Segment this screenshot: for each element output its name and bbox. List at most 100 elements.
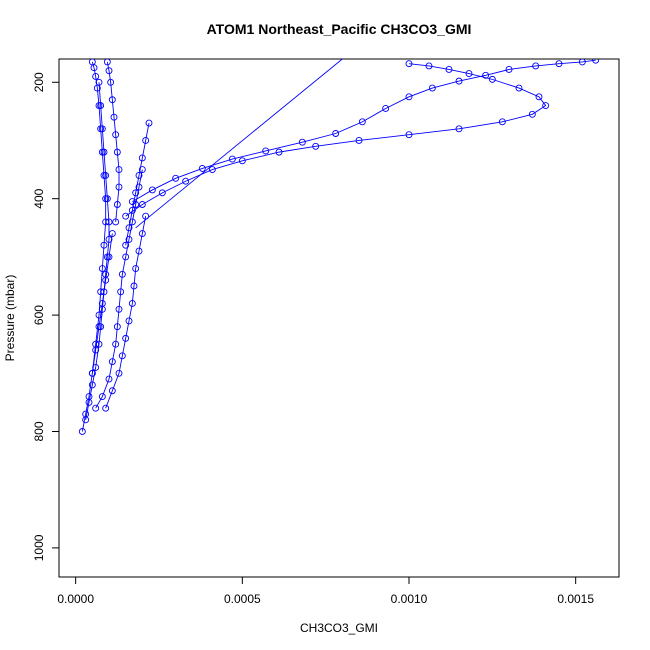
data-point xyxy=(122,212,130,220)
data-point xyxy=(135,247,143,255)
data-point xyxy=(78,428,86,435)
data-point xyxy=(382,105,390,112)
x-axis: 0.0000 0.0005 0.0010 0.0015 xyxy=(57,577,594,606)
data-point xyxy=(405,60,413,68)
data-point xyxy=(532,62,540,70)
data-point xyxy=(100,171,108,179)
data-point xyxy=(122,241,130,249)
data-point xyxy=(98,148,106,156)
data-point xyxy=(105,235,113,243)
series-line xyxy=(85,82,110,420)
data-point xyxy=(103,59,111,66)
data-point xyxy=(115,183,123,191)
data-point xyxy=(428,84,436,92)
data-point xyxy=(122,253,130,261)
data-point xyxy=(425,62,433,70)
data-point xyxy=(88,59,96,66)
data-point xyxy=(528,110,536,118)
data-point xyxy=(488,75,496,83)
data-point xyxy=(172,174,180,182)
data-point xyxy=(128,299,136,307)
data-point xyxy=(98,393,106,401)
x-tick-label: 0.0010 xyxy=(391,592,428,606)
data-point xyxy=(138,201,146,208)
y-axis-label: Pressure (mbar) xyxy=(3,275,17,362)
data-point xyxy=(108,96,116,104)
data-point xyxy=(92,340,100,348)
series-line xyxy=(132,59,596,202)
data-point xyxy=(445,66,453,73)
chart-title: ATOM1 Northeast_Pacific CH3CO3_GMI xyxy=(207,21,472,37)
data-point xyxy=(107,78,115,86)
data-point xyxy=(113,148,121,156)
data-point xyxy=(405,131,413,139)
data-point xyxy=(117,288,125,296)
data-point xyxy=(515,84,523,92)
series-line xyxy=(106,61,120,223)
data-point xyxy=(578,59,586,66)
data-point xyxy=(332,130,340,137)
data-point xyxy=(98,265,106,272)
data-point xyxy=(97,125,105,133)
data-point xyxy=(208,166,216,174)
data-point xyxy=(145,119,153,127)
data-point xyxy=(455,125,463,133)
data-point xyxy=(158,189,166,197)
data-point xyxy=(115,305,123,313)
x-axis-label: CH3CO3_GMI xyxy=(300,621,378,635)
data-point xyxy=(105,67,113,75)
data-point xyxy=(238,157,246,165)
data-point xyxy=(125,235,133,243)
data-point xyxy=(542,102,550,110)
data-point xyxy=(118,270,126,278)
data-point xyxy=(88,381,96,389)
data-point xyxy=(128,218,136,226)
data-point xyxy=(262,147,270,155)
data-point xyxy=(138,166,146,174)
data-point xyxy=(135,171,143,179)
data-point xyxy=(198,164,206,172)
data-point xyxy=(118,352,126,360)
data-point xyxy=(555,60,563,68)
data-point xyxy=(102,195,110,203)
data-point xyxy=(113,201,121,208)
data-point xyxy=(482,71,490,79)
data-point xyxy=(298,138,306,146)
data-point xyxy=(128,206,136,214)
data-point xyxy=(125,224,133,232)
series-line xyxy=(91,61,107,374)
data-point xyxy=(102,270,110,278)
data-point xyxy=(95,311,103,319)
data-point xyxy=(115,166,123,174)
data-point xyxy=(108,387,116,395)
data-point xyxy=(97,288,105,296)
y-tick-label: 400 xyxy=(32,188,46,208)
plot-area xyxy=(78,59,600,435)
data-point xyxy=(82,416,90,424)
data-point xyxy=(128,198,136,206)
data-point xyxy=(113,323,121,331)
y-tick-label: 600 xyxy=(32,305,46,325)
y-tick-label: 200 xyxy=(32,72,46,92)
data-point xyxy=(108,358,116,366)
data-point xyxy=(312,142,320,150)
series-line xyxy=(125,63,547,217)
data-point xyxy=(132,265,140,272)
data-point xyxy=(142,137,150,144)
data-point xyxy=(405,93,413,101)
data-point xyxy=(102,218,110,226)
data-point xyxy=(138,230,146,238)
y-axis: 200 400 600 800 1000 xyxy=(32,72,59,561)
data-point xyxy=(455,77,463,85)
data-point xyxy=(95,102,103,110)
data-point xyxy=(355,137,363,144)
data-point xyxy=(275,148,283,156)
data-point xyxy=(112,131,120,139)
connector-line xyxy=(135,59,343,229)
data-point xyxy=(100,241,108,249)
data-point xyxy=(148,186,156,194)
data-point xyxy=(498,118,506,126)
data-point xyxy=(93,84,101,92)
data-point xyxy=(138,154,146,162)
